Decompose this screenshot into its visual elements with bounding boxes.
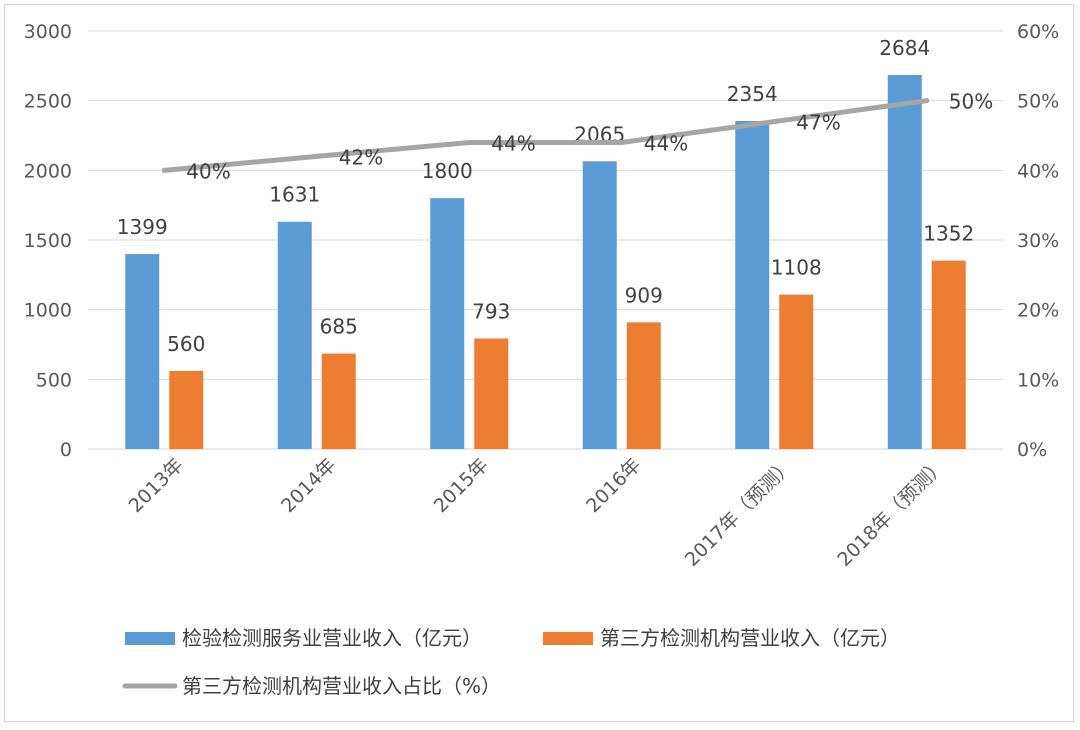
share-point [314, 153, 320, 159]
legend-label: 检验检测服务业营业收入（亿元） [182, 626, 482, 650]
legend-label: 第三方检测机构营业收入（亿元） [600, 626, 900, 650]
share-point [619, 139, 625, 145]
share-data-label: 44% [644, 131, 688, 155]
bar-service-revenue [277, 221, 312, 449]
share-data-label: 47% [796, 111, 840, 135]
y-right-tick-label: 40% [1017, 160, 1059, 182]
bar-data-label: 1800 [422, 159, 473, 183]
y-left-tick-label: 1000 [24, 300, 72, 322]
share-data-label: 42% [339, 145, 383, 169]
bar-data-label: 793 [472, 300, 510, 324]
y-right-tick-label: 30% [1017, 230, 1059, 252]
bar-service-revenue [582, 161, 617, 449]
share-point [924, 98, 930, 104]
bar-service-revenue [125, 254, 160, 449]
share-line [161, 98, 930, 173]
bar-service-revenue [430, 198, 465, 449]
share-point [771, 119, 777, 125]
bar-third-party-revenue [931, 260, 966, 449]
share-point [466, 139, 472, 145]
bar-third-party-revenue [626, 322, 661, 449]
bar-data-label: 2354 [727, 82, 778, 106]
bar-data-label: 560 [167, 332, 205, 356]
bar-data-label: 2684 [879, 36, 930, 60]
y-left-tick-label: 2500 [24, 91, 72, 113]
share-point [161, 167, 167, 173]
y-left-tick-label: 500 [36, 369, 72, 391]
share-data-label: 40% [186, 159, 230, 183]
y-right-tick-label: 50% [1017, 91, 1059, 113]
x-category-label: 2014年 [277, 454, 340, 517]
legend-swatch [543, 632, 593, 645]
legend-label: 第三方检测机构营业收入占比（%） [182, 674, 501, 698]
share-data-label: 44% [491, 131, 535, 155]
x-category-label: 2018年（预测） [833, 454, 950, 571]
y-left-tick-label: 0 [60, 439, 72, 461]
bar-data-label: 685 [320, 315, 358, 339]
x-category-label: 2016年 [582, 454, 645, 517]
x-category-label: 2013年 [125, 454, 188, 517]
x-category-label: 2015年 [430, 454, 493, 517]
bar-data-label: 909 [625, 283, 663, 307]
bar-data-label: 1399 [117, 215, 168, 239]
y-right-tick-label: 20% [1017, 300, 1059, 322]
bar-third-party-revenue [321, 353, 356, 449]
x-category-label: 2017年（预测） [681, 454, 798, 571]
bar-data-label: 1631 [269, 183, 320, 207]
bar-third-party-revenue [779, 294, 814, 449]
y-right-tick-label: 0% [1017, 439, 1047, 461]
bar-service-revenue [735, 121, 770, 449]
bar-data-label: 1352 [923, 222, 974, 246]
y-left-tick-label: 2000 [24, 160, 72, 182]
y-right-tick-label: 60% [1017, 21, 1059, 43]
bar-data-label: 1108 [771, 256, 822, 280]
share-data-label: 50% [949, 90, 993, 114]
y-left-tick-label: 3000 [24, 21, 72, 43]
y-right-tick-label: 10% [1017, 369, 1059, 391]
bar-service-revenue [887, 75, 922, 450]
bar-third-party-revenue [169, 370, 204, 449]
legend-swatch [125, 632, 175, 645]
y-left-tick-label: 1500 [24, 230, 72, 252]
bar-third-party-revenue [474, 338, 509, 449]
